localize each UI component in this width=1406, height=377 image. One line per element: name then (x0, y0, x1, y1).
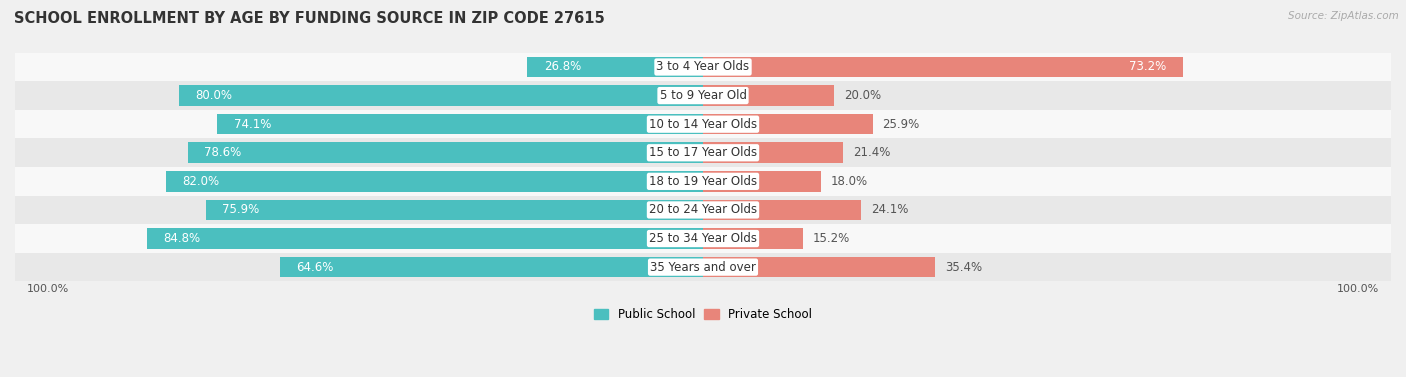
Bar (280, 257, 703, 277)
Text: 20.0%: 20.0% (844, 89, 882, 102)
Bar (703, 171, 821, 192)
Bar (15, 110, 1391, 138)
Bar (703, 114, 873, 135)
Text: 15 to 17 Year Olds: 15 to 17 Year Olds (650, 146, 756, 159)
Text: 5 to 9 Year Old: 5 to 9 Year Old (659, 89, 747, 102)
Text: 35 Years and over: 35 Years and over (650, 261, 756, 274)
Bar (205, 200, 703, 220)
Bar (15, 224, 1391, 253)
Text: 21.4%: 21.4% (853, 146, 890, 159)
Text: 10 to 14 Year Olds: 10 to 14 Year Olds (650, 118, 756, 131)
Bar (703, 257, 935, 277)
Bar (15, 53, 1391, 81)
Text: 20 to 24 Year Olds: 20 to 24 Year Olds (650, 204, 756, 216)
Text: 25 to 34 Year Olds: 25 to 34 Year Olds (650, 232, 756, 245)
Bar (703, 228, 803, 249)
Text: 25.9%: 25.9% (883, 118, 920, 131)
Text: 35.4%: 35.4% (945, 261, 981, 274)
Text: 80.0%: 80.0% (195, 89, 232, 102)
Text: 15.2%: 15.2% (813, 232, 849, 245)
Bar (703, 143, 844, 163)
Bar (703, 85, 834, 106)
Text: 82.0%: 82.0% (183, 175, 219, 188)
Bar (188, 143, 703, 163)
Text: 26.8%: 26.8% (544, 60, 581, 74)
Bar (703, 200, 860, 220)
Legend: Public School, Private School: Public School, Private School (589, 303, 817, 326)
Text: Source: ZipAtlas.com: Source: ZipAtlas.com (1288, 11, 1399, 21)
Bar (148, 228, 703, 249)
Bar (15, 167, 1391, 196)
Bar (15, 138, 1391, 167)
Bar (527, 57, 703, 77)
Text: 75.9%: 75.9% (222, 204, 259, 216)
Bar (703, 57, 1182, 77)
Text: 78.6%: 78.6% (204, 146, 242, 159)
Text: 24.1%: 24.1% (870, 204, 908, 216)
Text: 73.2%: 73.2% (1129, 60, 1166, 74)
Text: SCHOOL ENROLLMENT BY AGE BY FUNDING SOURCE IN ZIP CODE 27615: SCHOOL ENROLLMENT BY AGE BY FUNDING SOUR… (14, 11, 605, 26)
Bar (166, 171, 703, 192)
Bar (15, 196, 1391, 224)
Bar (15, 253, 1391, 281)
Text: 74.1%: 74.1% (233, 118, 271, 131)
Bar (218, 114, 703, 135)
Bar (179, 85, 703, 106)
Bar (15, 81, 1391, 110)
Text: 3 to 4 Year Olds: 3 to 4 Year Olds (657, 60, 749, 74)
Text: 64.6%: 64.6% (297, 261, 333, 274)
Text: 18 to 19 Year Olds: 18 to 19 Year Olds (650, 175, 756, 188)
Text: 18.0%: 18.0% (831, 175, 868, 188)
Text: 84.8%: 84.8% (163, 232, 201, 245)
